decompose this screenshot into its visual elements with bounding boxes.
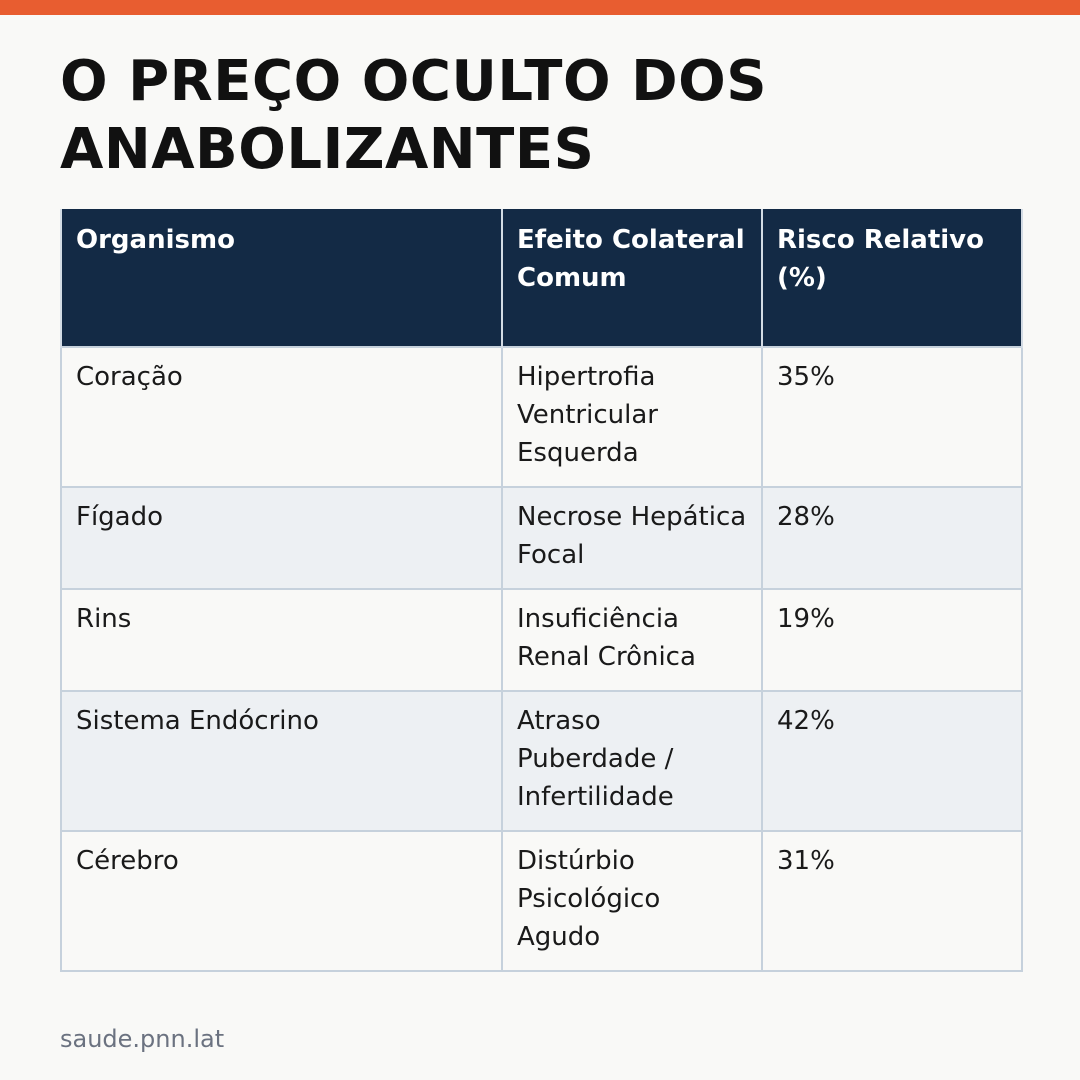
- side-effects-table: Organismo Efeito Colateral Comum Risco R…: [60, 209, 1023, 972]
- organ-cell: Sistema Endócrino: [60, 690, 503, 832]
- page-title: O PREÇO OCULTO DOS ANABOLIZANTES: [60, 49, 768, 182]
- top-accent-bar: [0, 0, 1080, 15]
- table-row: Cérebro Distúrbio Psicológico Agudo 31%: [60, 830, 1023, 972]
- header-risco-relativo: Risco Relativo (%): [761, 209, 1023, 347]
- risk-cell: 42%: [761, 690, 1023, 832]
- effect-cell: Necrose Hepática Focal: [501, 486, 763, 590]
- header-organismo: Organismo: [60, 209, 503, 347]
- organ-cell: Coração: [60, 346, 503, 488]
- table-row: Coração Hipertrofia Ventricular Esquerda…: [60, 346, 1023, 488]
- effect-cell: Insuficiência Renal Crônica: [501, 588, 763, 692]
- effect-cell: Atraso Puberdade / Infertilidade: [501, 690, 763, 832]
- organ-cell: Fígado: [60, 486, 503, 590]
- table-row: Sistema Endócrino Atraso Puberdade / Inf…: [60, 690, 1023, 832]
- effect-cell: Distúrbio Psicológico Agudo: [501, 830, 763, 972]
- effect-cell: Hipertrofia Ventricular Esquerda: [501, 346, 763, 488]
- risk-cell: 35%: [761, 346, 1023, 488]
- header-efeito-colateral: Efeito Colateral Comum: [501, 209, 763, 347]
- table-header-row: Organismo Efeito Colateral Comum Risco R…: [60, 209, 1023, 347]
- table-row: Rins Insuficiência Renal Crônica 19%: [60, 588, 1023, 692]
- organ-cell: Rins: [60, 588, 503, 692]
- table-row: Fígado Necrose Hepática Focal 28%: [60, 486, 1023, 590]
- risk-cell: 19%: [761, 588, 1023, 692]
- risk-cell: 31%: [761, 830, 1023, 972]
- organ-cell: Cérebro: [60, 830, 503, 972]
- source-footer: saude.pnn.lat: [60, 1025, 225, 1053]
- risk-cell: 28%: [761, 486, 1023, 590]
